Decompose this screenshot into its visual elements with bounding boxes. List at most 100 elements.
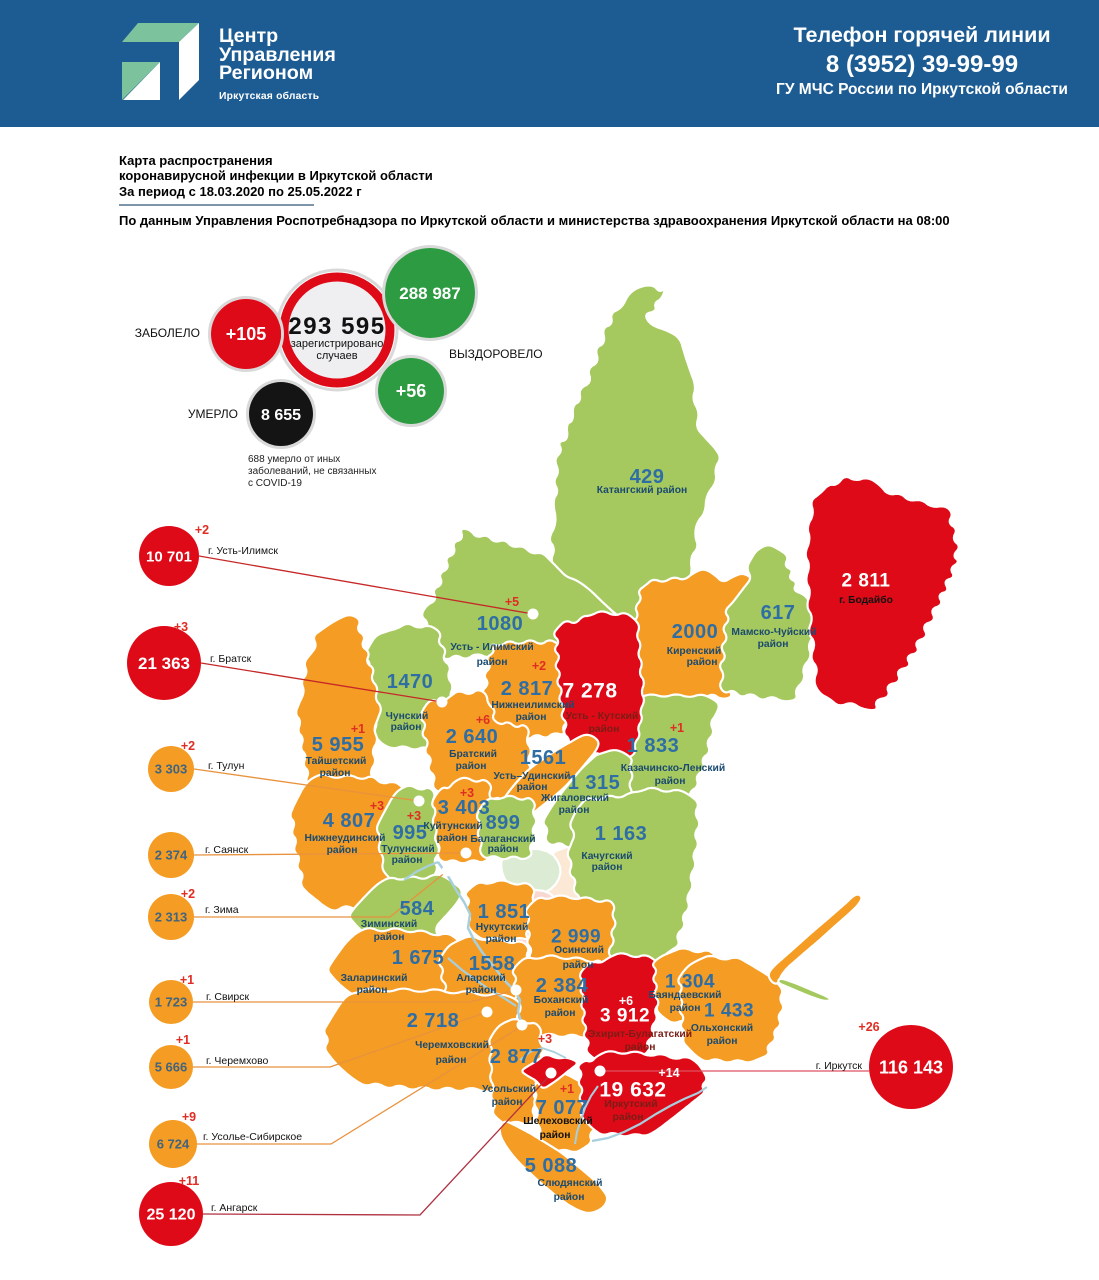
svg-text:Тайшетский: Тайшетский (306, 756, 367, 767)
svg-text:район: район (563, 960, 594, 971)
svg-text:г. Черемхово: г. Черемхово (206, 1055, 269, 1067)
svg-text:Иркутский: Иркутский (604, 1099, 657, 1110)
svg-text:ВЫЗДОРОВЕЛО: ВЫЗДОРОВЕЛО (449, 347, 543, 361)
svg-text:21 363: 21 363 (138, 654, 190, 673)
svg-text:район: район (456, 761, 487, 772)
svg-text:район: район (437, 833, 468, 844)
svg-text:район: район (707, 1036, 738, 1047)
svg-text:3 303: 3 303 (155, 762, 188, 777)
svg-text:г. Зима: г. Зима (205, 904, 239, 916)
svg-text:5 955: 5 955 (312, 734, 365, 756)
svg-text:2 313: 2 313 (155, 910, 188, 925)
svg-text:293 595: 293 595 (288, 313, 385, 340)
svg-text:Чунский: Чунский (386, 711, 429, 722)
svg-text:+56: +56 (396, 381, 427, 401)
svg-text:г. Свирск: г. Свирск (206, 991, 249, 1003)
svg-text:2 384: 2 384 (536, 975, 589, 997)
svg-text:1 833: 1 833 (627, 735, 680, 757)
svg-text:район: район (488, 844, 519, 855)
svg-text:район: район (592, 862, 623, 873)
svg-text:район: район (374, 932, 405, 943)
svg-text:584: 584 (400, 898, 435, 920)
svg-text:г. Усть-Илимск: г. Усть-Илимск (208, 545, 278, 557)
svg-text:район: район (540, 1130, 571, 1141)
svg-text:район: район (613, 1112, 644, 1123)
svg-text:+3: +3 (370, 799, 384, 813)
svg-text:Зиминский: Зиминский (361, 919, 418, 930)
svg-text:10 701: 10 701 (146, 548, 192, 565)
svg-text:район: район (559, 805, 590, 816)
svg-text:2 718: 2 718 (407, 1010, 460, 1032)
svg-text:район: район (486, 934, 517, 945)
svg-text:Шелеховский: Шелеховский (523, 1116, 592, 1127)
svg-text:1 723: 1 723 (155, 995, 188, 1010)
svg-text:288 987: 288 987 (399, 284, 460, 303)
svg-text:район: район (436, 1055, 467, 1066)
svg-text:5 088: 5 088 (525, 1155, 578, 1177)
svg-text:УМЕРЛО: УМЕРЛО (188, 407, 238, 421)
svg-text:Аларский: Аларский (456, 973, 506, 984)
svg-text:Ольхонский: Ольхонский (691, 1023, 753, 1034)
svg-text:25 120: 25 120 (147, 1207, 196, 1224)
svg-text:+2: +2 (181, 887, 195, 901)
svg-text:+2: +2 (532, 659, 546, 673)
svg-text:район: район (492, 1097, 523, 1108)
svg-text:1561: 1561 (520, 747, 567, 769)
svg-text:2 817: 2 817 (501, 678, 554, 700)
svg-text:1558: 1558 (469, 953, 516, 975)
svg-text:+2: +2 (195, 523, 209, 537)
svg-text:г. Ангарск: г. Ангарск (211, 1202, 258, 1214)
svg-text:+5: +5 (505, 595, 519, 609)
svg-text:район: район (357, 985, 388, 996)
svg-text:район: район (554, 1192, 585, 1203)
svg-text:Черемховский: Черемховский (415, 1040, 489, 1051)
svg-text:зарегистрировано: зарегистрировано (291, 338, 384, 350)
svg-text:2 999: 2 999 (551, 927, 601, 948)
svg-text:район: район (392, 855, 423, 866)
svg-text:Заларинский: Заларинский (341, 973, 408, 984)
svg-text:899: 899 (486, 812, 521, 834)
svg-text:Катангский район: Катангский район (597, 485, 688, 496)
svg-text:995: 995 (393, 822, 428, 844)
svg-text:6 724: 6 724 (157, 1137, 190, 1152)
svg-text:г. Саянск: г. Саянск (205, 844, 249, 856)
svg-text:район: район (545, 1008, 576, 1019)
svg-text:2000: 2000 (672, 621, 719, 643)
svg-text:район: район (320, 768, 351, 779)
svg-text:2 811: 2 811 (842, 571, 891, 592)
svg-text:116 143: 116 143 (879, 1057, 943, 1077)
svg-text:688 умерло от иных: 688 умерло от иных (248, 454, 340, 465)
svg-text:Усть–Удинский: Усть–Удинский (494, 771, 571, 782)
svg-text:г. Иркутск: г. Иркутск (816, 1060, 863, 1072)
svg-text:район: район (327, 845, 358, 856)
svg-text:Баяндаевский: Баяндаевский (649, 990, 722, 1001)
svg-text:Слюдянский: Слюдянский (538, 1178, 603, 1189)
svg-text:1 304: 1 304 (665, 972, 715, 993)
svg-text:+1: +1 (180, 973, 194, 987)
svg-text:заболеваний, не связанных: заболеваний, не связанных (248, 465, 376, 477)
svg-text:район: район (516, 712, 547, 723)
svg-text:Казачинско-Ленский: Казачинско-Ленский (621, 763, 725, 774)
svg-text:1 433: 1 433 (704, 1001, 754, 1022)
svg-text:Осинский: Осинский (554, 945, 604, 956)
svg-text:1 851: 1 851 (478, 901, 531, 923)
svg-text:3 912: 3 912 (600, 1006, 650, 1027)
svg-text:Братский: Братский (449, 749, 497, 760)
svg-text:+3: +3 (538, 1032, 552, 1046)
svg-text:район: район (391, 722, 422, 733)
svg-text:617: 617 (761, 602, 796, 624)
svg-text:ЗАБОЛЕЛО: ЗАБОЛЕЛО (135, 326, 200, 340)
svg-text:7 077: 7 077 (536, 1097, 589, 1119)
svg-text:2 374: 2 374 (155, 848, 188, 863)
svg-text:+2: +2 (181, 739, 195, 753)
svg-text:2 877: 2 877 (490, 1046, 543, 1068)
svg-text:Качугский: Качугский (581, 851, 632, 862)
svg-text:1 675: 1 675 (392, 947, 445, 969)
svg-text:район: район (477, 657, 508, 668)
svg-text:Тулунский: Тулунский (381, 844, 434, 855)
svg-text:район: район (687, 657, 718, 668)
svg-text:+3: +3 (407, 809, 421, 823)
svg-text:Киренский: Киренский (667, 646, 721, 657)
svg-text:8 655: 8 655 (261, 407, 301, 424)
svg-text:+105: +105 (226, 324, 267, 344)
